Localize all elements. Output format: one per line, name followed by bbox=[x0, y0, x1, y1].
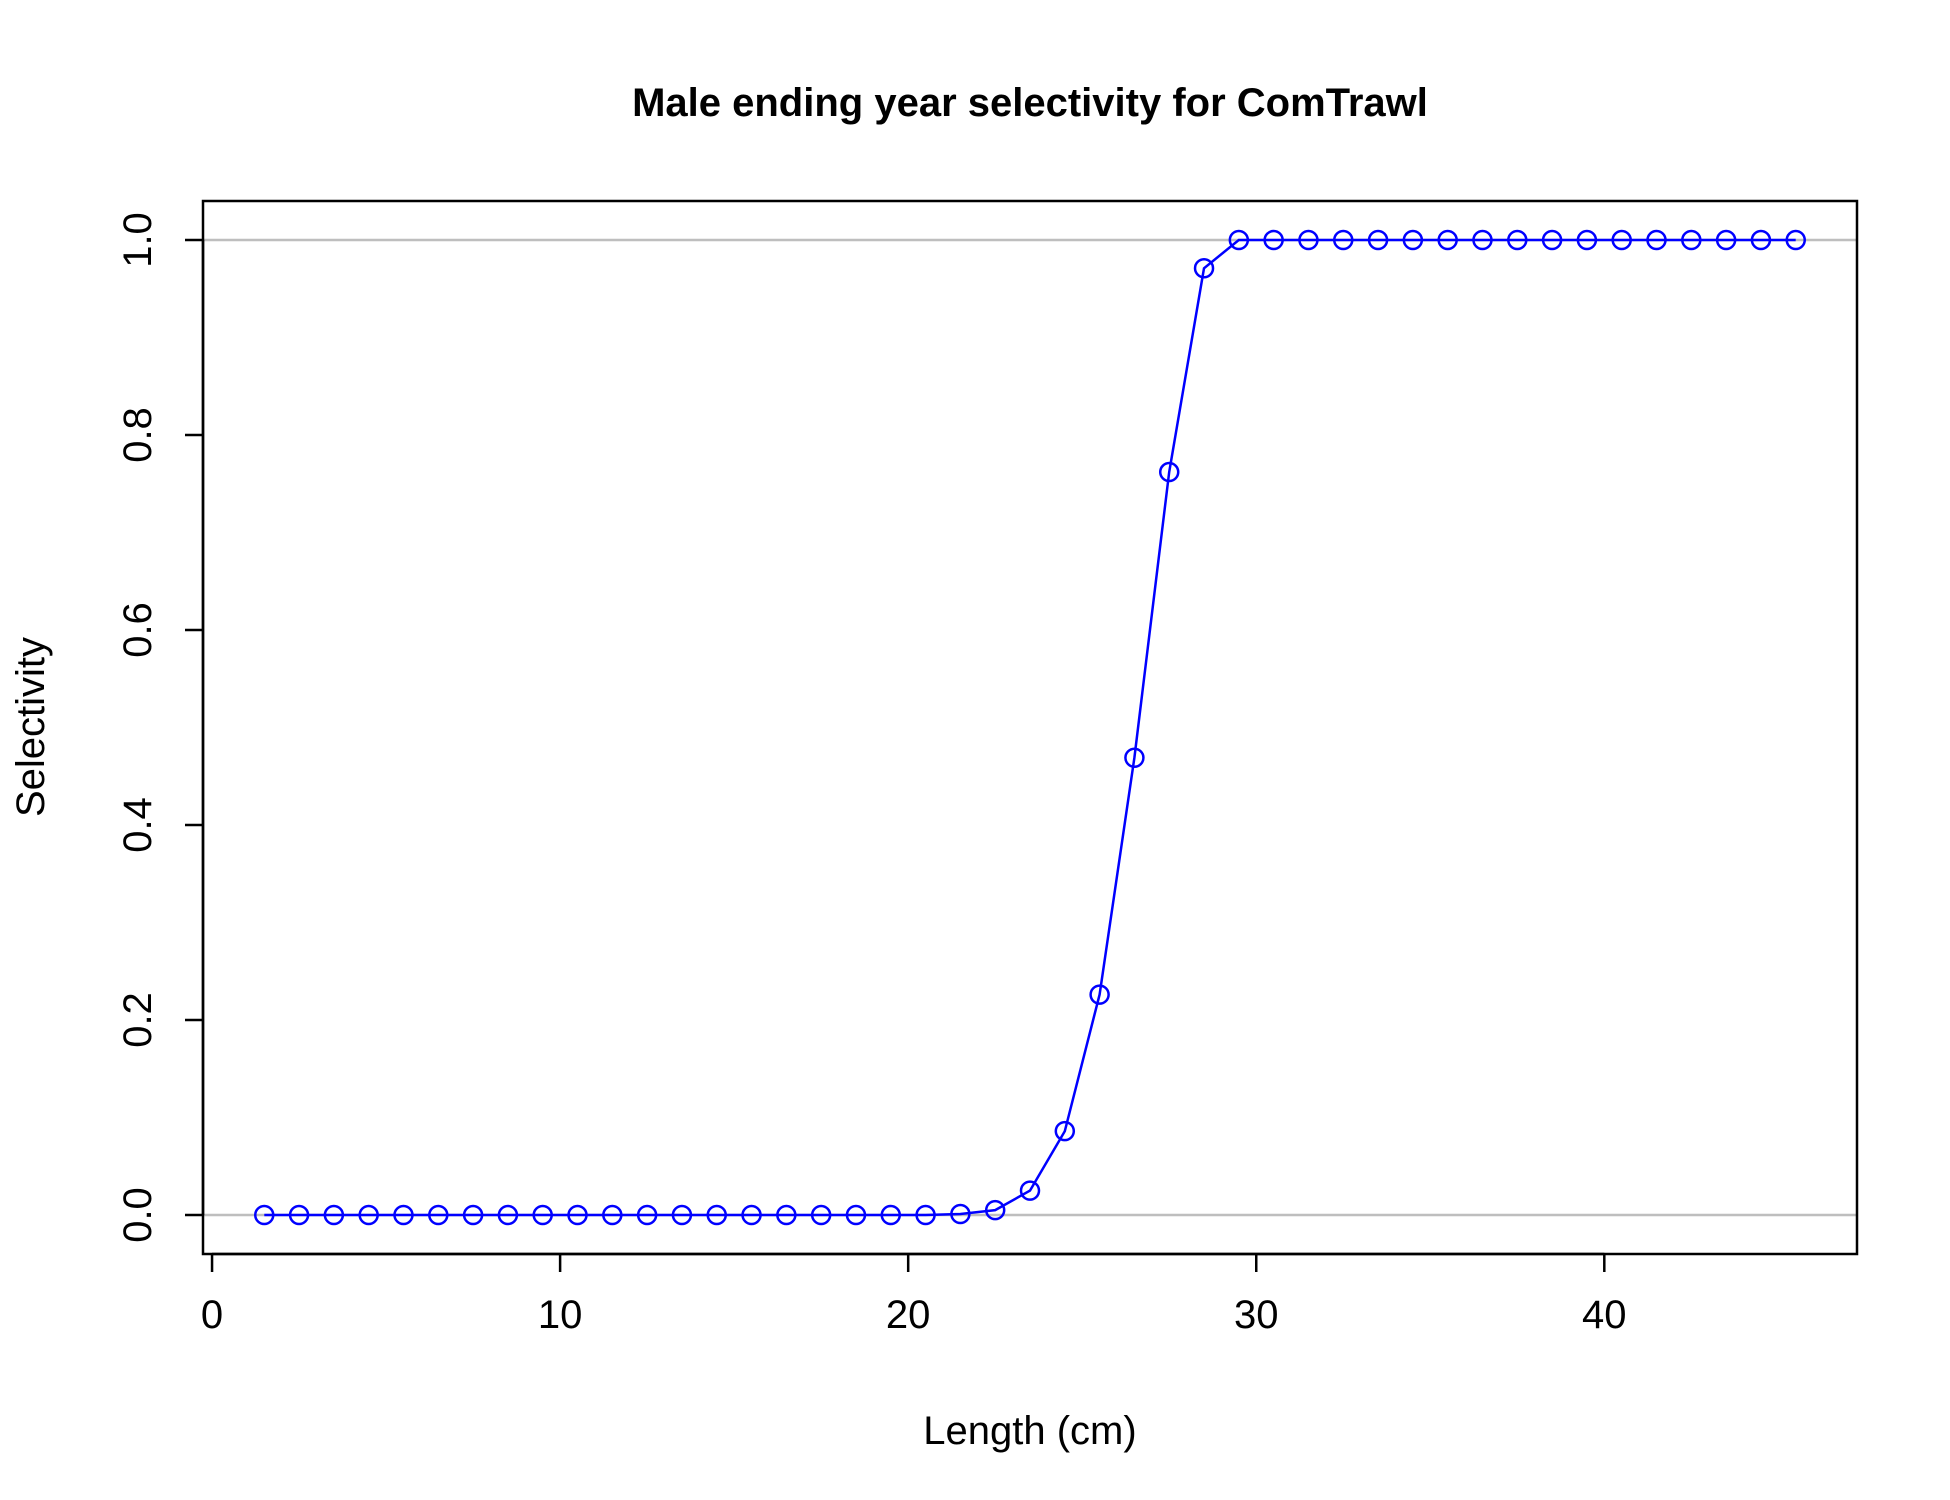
y-axis: 0.0 0.2 0.4 0.6 0.8 1.0 bbox=[116, 212, 205, 1243]
x-axis-label: Length (cm) bbox=[923, 1409, 1136, 1453]
data-point bbox=[1472, 229, 1493, 251]
data-point bbox=[741, 1204, 762, 1226]
data-point bbox=[1785, 229, 1806, 251]
data-point bbox=[1437, 229, 1458, 251]
y-tick-label: 0.4 bbox=[116, 797, 160, 853]
data-point bbox=[323, 1204, 345, 1226]
data-point bbox=[1507, 229, 1528, 251]
plot-frame bbox=[201, 199, 1859, 1256]
data-point bbox=[393, 1204, 414, 1226]
data-point bbox=[950, 1203, 971, 1225]
reference-lines bbox=[203, 238, 1857, 1217]
data-point bbox=[915, 1204, 936, 1226]
data-point bbox=[1054, 1120, 1076, 1142]
y-tick-label: 1.0 bbox=[116, 212, 160, 268]
y-tick-label: 0.6 bbox=[116, 602, 160, 658]
x-axis: 0 10 20 30 40 bbox=[201, 1252, 1627, 1337]
data-point bbox=[1715, 229, 1737, 251]
y-tick-label: 0.2 bbox=[116, 992, 160, 1048]
data-point bbox=[288, 1204, 310, 1226]
data-point bbox=[1367, 229, 1389, 251]
x-tick-label: 10 bbox=[538, 1293, 583, 1337]
data-point bbox=[845, 1204, 867, 1226]
data-point bbox=[567, 1204, 588, 1226]
data-point bbox=[1089, 984, 1110, 1005]
data-point bbox=[984, 1199, 1006, 1221]
data-point bbox=[880, 1204, 902, 1226]
x-tick-label: 0 bbox=[201, 1293, 223, 1337]
series-layer bbox=[254, 229, 1806, 1226]
data-point bbox=[1681, 229, 1702, 251]
data-point bbox=[1541, 229, 1563, 251]
data-point bbox=[497, 1204, 519, 1226]
data-point bbox=[1646, 229, 1667, 251]
data-point bbox=[810, 1204, 832, 1226]
data-point bbox=[636, 1204, 658, 1226]
data-point bbox=[358, 1204, 379, 1226]
y-tick-label: 0.8 bbox=[116, 407, 160, 463]
data-point bbox=[1193, 258, 1215, 279]
chart-title: Male ending year selectivity for ComTraw… bbox=[632, 81, 1428, 125]
data-point bbox=[1298, 229, 1319, 251]
data-point bbox=[1263, 229, 1284, 251]
data-point bbox=[1019, 1180, 1041, 1201]
data-point bbox=[706, 1204, 727, 1226]
data-point bbox=[428, 1204, 449, 1226]
x-tick-label: 30 bbox=[1234, 1293, 1279, 1337]
data-point bbox=[671, 1204, 693, 1226]
data-point bbox=[1124, 747, 1145, 768]
data-point bbox=[1750, 229, 1772, 251]
x-tick-label: 20 bbox=[886, 1293, 931, 1337]
data-point bbox=[1611, 229, 1632, 251]
data-point bbox=[602, 1204, 623, 1226]
data-point bbox=[1158, 461, 1180, 483]
data-point bbox=[776, 1204, 797, 1226]
data-point bbox=[1402, 229, 1424, 251]
data-point bbox=[1576, 229, 1598, 251]
y-tick-label: 0.0 bbox=[116, 1187, 160, 1243]
data-point bbox=[254, 1204, 275, 1226]
data-point bbox=[532, 1204, 553, 1226]
data-point bbox=[1228, 229, 1250, 251]
data-point bbox=[462, 1204, 484, 1226]
x-tick-label: 40 bbox=[1582, 1293, 1627, 1337]
y-axis-label: Selectivity bbox=[9, 637, 53, 817]
series-line bbox=[264, 238, 1796, 1217]
data-point bbox=[1333, 229, 1354, 251]
